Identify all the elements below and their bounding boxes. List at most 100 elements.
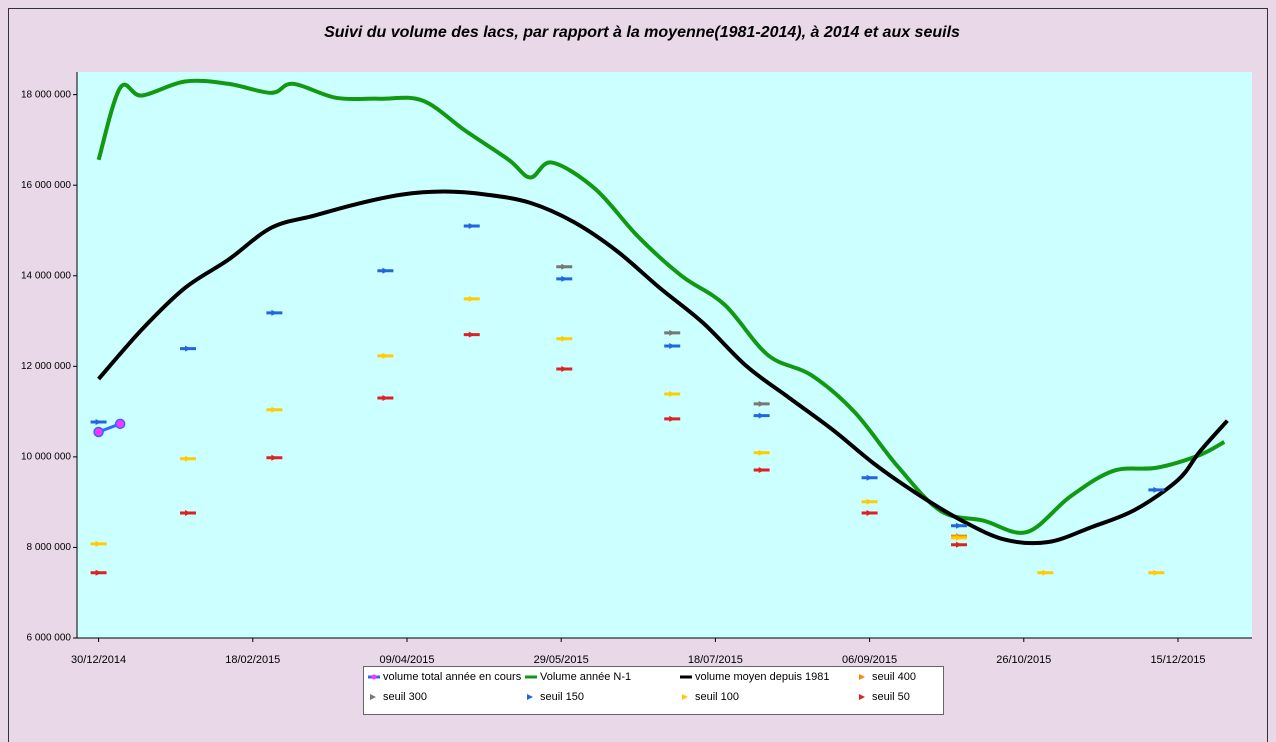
legend-label: seuil 100: [695, 691, 739, 703]
legend-swatch: [682, 694, 688, 700]
marker-head: [866, 510, 873, 517]
legend-swatch: [368, 674, 380, 680]
legend-marker: [859, 694, 865, 700]
marker-head: [95, 419, 102, 426]
point: [114, 418, 126, 430]
marker-head: [669, 342, 676, 349]
x-tick-label: 30/12/2014: [71, 654, 126, 666]
legend-marker: [859, 674, 865, 680]
marker-head: [185, 455, 192, 462]
x-tick-label: 06/09/2015: [842, 654, 897, 666]
marker-head: [956, 541, 963, 548]
point: [463, 295, 480, 302]
point: [664, 415, 681, 422]
legend-label: seuil 400: [872, 671, 916, 683]
marker-head: [271, 309, 278, 316]
marker-head: [1153, 486, 1160, 493]
marker-head: [956, 522, 963, 529]
y-tick-label: 10 000 000: [21, 452, 71, 463]
marker-head: [1153, 569, 1160, 576]
series-line: [96, 78, 1226, 535]
point: [556, 263, 573, 270]
point: [463, 331, 480, 338]
point: [556, 335, 573, 342]
point: [180, 345, 197, 352]
x-tick-label: 09/04/2015: [379, 654, 434, 666]
legend-label: seuil 150: [540, 691, 584, 703]
point: [753, 449, 770, 456]
point: [180, 510, 197, 517]
point: [753, 467, 770, 474]
legend-swatch: [859, 694, 865, 700]
point: [951, 541, 968, 548]
legend-marker: [527, 694, 533, 700]
marker-head: [669, 415, 676, 422]
x-tick-label: 26/10/2015: [996, 654, 1051, 666]
marker-head: [669, 390, 676, 397]
y-tick-label: 12 000 000: [21, 361, 71, 372]
marker-head: [185, 345, 192, 352]
marker-head: [271, 454, 278, 461]
legend-marker: [682, 694, 688, 700]
marker-head: [271, 406, 278, 413]
chart-title: Suivi du volume des lacs, par rapport à …: [324, 24, 960, 41]
marker-head: [669, 329, 676, 336]
legend-label: seuil 50: [872, 691, 910, 703]
legend-marker: [370, 694, 376, 700]
point: [266, 454, 283, 461]
point: [753, 400, 770, 407]
legend-label: volume total année en cours: [383, 671, 522, 683]
y-tick-label: 14 000 000: [21, 270, 71, 281]
point: [266, 406, 283, 413]
legend-swatch: [859, 674, 865, 680]
marker-head: [866, 474, 873, 481]
point: [861, 474, 878, 481]
legend-swatch: [527, 694, 533, 700]
marker-head: [758, 449, 765, 456]
marker-head: [382, 352, 389, 359]
point: [1148, 486, 1165, 493]
plot-area: [77, 72, 1252, 638]
y-tick-label: 16 000 000: [21, 180, 71, 191]
marker-head: [561, 275, 568, 282]
marker-head: [468, 295, 475, 302]
marker-head: [1042, 569, 1049, 576]
marker-head: [866, 498, 873, 505]
point: [753, 412, 770, 419]
marker-head: [758, 467, 765, 474]
point: [90, 569, 107, 576]
marker-head: [95, 569, 102, 576]
point: [664, 342, 681, 349]
marker-head: [561, 335, 568, 342]
series-line: [97, 189, 1229, 546]
point: [861, 498, 878, 505]
point: [377, 395, 394, 402]
point: [951, 522, 968, 529]
point: [664, 390, 681, 397]
point: [180, 455, 197, 462]
point: [266, 309, 283, 316]
legend: [363, 666, 944, 715]
x-tick-label: 18/02/2015: [225, 654, 280, 666]
marker-head: [185, 510, 192, 517]
x-tick-label: 18/07/2015: [688, 654, 743, 666]
frame: [8, 8, 1268, 742]
legend-marker: [371, 674, 377, 680]
point: [463, 222, 480, 229]
x-tick-label: 29/05/2015: [534, 654, 589, 666]
y-tick-label: 18 000 000: [21, 89, 71, 100]
point: [664, 329, 681, 336]
point: [556, 275, 573, 282]
marker-head: [956, 534, 963, 541]
point: [377, 352, 394, 359]
marker-head: [561, 366, 568, 373]
point: [90, 419, 107, 426]
legend-label: volume moyen depuis 1981: [695, 671, 830, 683]
y-tick-label: 8 000 000: [27, 542, 72, 553]
point: [377, 267, 394, 274]
point: [951, 534, 968, 541]
marker-head: [468, 331, 475, 338]
legend-label: seuil 300: [383, 691, 427, 703]
x-tick-label: 15/12/2015: [1150, 654, 1205, 666]
